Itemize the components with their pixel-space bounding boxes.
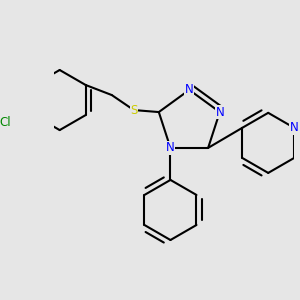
Text: N: N: [290, 122, 298, 134]
Text: Cl: Cl: [0, 116, 11, 129]
Text: N: N: [215, 106, 224, 118]
Text: S: S: [130, 103, 137, 117]
Text: N: N: [185, 83, 194, 96]
Text: N: N: [166, 141, 175, 154]
